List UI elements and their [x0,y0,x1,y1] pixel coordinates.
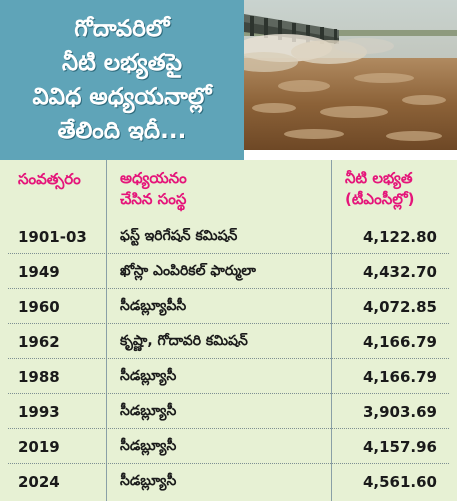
row-year: 1960 [18,298,60,316]
row-value: 4,157.96 [362,438,437,456]
row-separator [8,288,449,290]
header-availability-line-1: నీటి లభ్యత [345,169,413,187]
row-value: 4,166.79 [362,368,437,386]
header: గోదావరిలో నీటి లభ్యతపై వివిధ అధ్యయనాల్లో… [0,0,457,160]
row-year: 1962 [18,333,60,351]
row-agency: సీడబ్ల్యూసీ [120,368,177,384]
table-row: 1962 కృష్ణా, గోదావరి కమిషన్ 4,166.79 [0,325,457,360]
row-agency: సీడబ్ల్యూపీసీ [120,298,187,314]
dam-photo [244,0,457,150]
row-agency: సీడబ్ల్యూసీ [120,473,177,489]
title-line-2: నీటి లభ్యతపై [62,50,182,76]
row-value: 4,166.79 [362,333,437,351]
title-line-1: గోదావరిలో [74,16,170,42]
column-divider [106,160,107,501]
table-row: 2019 సీడబ్ల్యూసీ 4,157.96 [0,430,457,465]
header-availability-line-2: (టీఎంసీల్లో) [345,190,415,208]
row-year: 1988 [18,368,60,386]
table-row: 2024 సీడబ్ల్యూసీ 4,561.60 [0,465,457,500]
row-agency: ఫస్ట్ ఇరిగేషన్ కమిషన్ [120,228,238,244]
row-value: 4,122.80 [362,228,437,246]
row-year: 1993 [18,403,60,421]
table-header: సంవత్సరం అధ్యయనం చేసిన సంస్థ నీటి లభ్యత … [0,160,457,220]
table-row: 1993 సీడబ్ల్యూసీ 3,903.69 [0,395,457,430]
title-line-3: వివిధ అధ్యయనాల్లో [32,84,212,110]
header-availability: నీటి లభ్యత (టీఎంసీల్లో) [345,168,415,210]
title-box: గోదావరిలో నీటి లభ్యతపై వివిధ అధ్యయనాల్లో… [0,0,244,160]
row-value: 4,561.60 [362,473,437,491]
table-row: 1988 సీడబ్ల్యూసీ 4,166.79 [0,360,457,395]
row-separator [8,323,449,325]
row-agency: ఖోస్లా ఎంపిరికల్ ఫార్ములా [120,263,256,279]
row-value: 4,432.70 [362,263,437,281]
row-agency: సీడబ్ల్యూసీ [120,438,177,454]
header-agency-line-1: అధ్యయనం [120,169,187,187]
row-value: 3,903.69 [362,403,437,421]
data-table: సంవత్సరం అధ్యయనం చేసిన సంస్థ నీటి లభ్యత … [0,160,457,501]
header-agency-line-2: చేసిన సంస్థ [120,190,187,208]
row-agency: సీడబ్ల్యూసీ [120,403,177,419]
row-separator [8,393,449,395]
table-row: 1949 ఖోస్లా ఎంపిరికల్ ఫార్ములా 4,432.70 [0,255,457,290]
row-separator [8,428,449,430]
row-year: 1949 [18,263,60,281]
row-separator [8,358,449,360]
row-year: 2024 [18,473,60,491]
column-divider [331,160,332,501]
header-year: సంవత్సరం [18,170,81,188]
table-row: 1960 సీడబ్ల్యూపీసీ 4,072.85 [0,290,457,325]
title-line-4: తేలింది ఇదీ... [57,118,187,144]
header-agency: అధ్యయనం చేసిన సంస్థ [120,168,187,210]
row-separator [8,253,449,255]
dam-illustration [244,0,457,150]
row-year: 1901-03 [18,228,87,246]
row-agency: కృష్ణా, గోదావరి కమిషన్ [120,333,248,349]
table-row: 1901-03 ఫస్ట్ ఇరిగేషన్ కమిషన్ 4,122.80 [0,220,457,255]
row-year: 2019 [18,438,60,456]
row-separator [8,463,449,465]
row-value: 4,072.85 [362,298,437,316]
